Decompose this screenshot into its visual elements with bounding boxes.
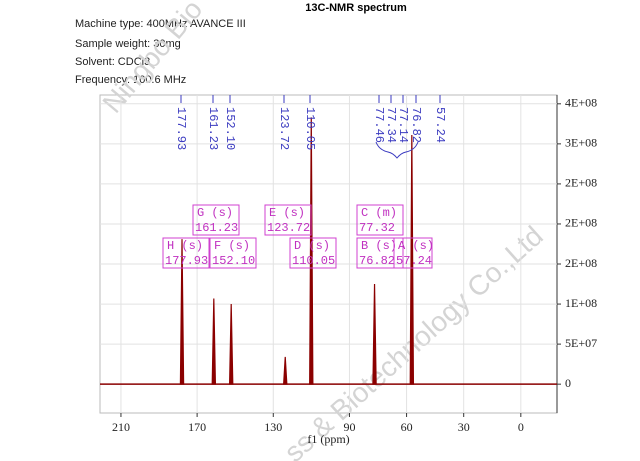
peak	[179, 239, 185, 385]
y-tick-label: 2E+08	[565, 176, 597, 190]
shift-label: 152.10	[223, 107, 237, 150]
info-line: Machine type: 400MHz AVANCE III	[75, 18, 246, 30]
multiplet-shift: 123.72	[267, 221, 310, 235]
multiplet-box	[192, 204, 240, 236]
multiplet-box	[356, 237, 404, 269]
multiplet-label: B (s)	[361, 239, 397, 253]
peak	[228, 304, 234, 385]
info-line: Solvent: CDCl3	[75, 56, 150, 68]
shift-label: 77.46	[372, 107, 386, 143]
x-tick-label: 130	[264, 420, 282, 434]
peak	[283, 356, 288, 385]
shift-label: 123.72	[277, 107, 291, 150]
multiplet-box	[209, 237, 257, 269]
multiplet-label: A (s)	[398, 239, 434, 253]
shift-label: 177.93	[174, 107, 188, 150]
multiplet-shift: 77.32	[359, 221, 395, 235]
shift-label: 110.05	[303, 107, 317, 150]
x-tick-label: 170	[188, 420, 206, 434]
y-tick-label: 5E+07	[565, 336, 597, 350]
multiplet-label: E (s)	[269, 206, 305, 220]
chart-title: 13C-NMR spectrum	[305, 2, 407, 14]
multiplet-shift: 161.23	[195, 221, 238, 235]
shift-label: 161.23	[206, 107, 220, 150]
x-tick-label: 0	[518, 420, 524, 434]
y-tick-label: 4E+08	[565, 96, 597, 110]
multiplet-label: H (s)	[167, 239, 203, 253]
multiplet-label: C (m)	[361, 206, 397, 220]
y-tick-label: 1E+08	[565, 296, 597, 310]
peak	[309, 117, 314, 385]
y-tick-label: 2E+08	[565, 216, 597, 230]
shift-brace	[375, 141, 419, 159]
y-tick-label: 0	[565, 376, 571, 390]
multiplet-shift: 177.93	[165, 254, 208, 268]
shift-label: 76.82	[409, 107, 423, 143]
peak	[409, 135, 415, 385]
y-tick-label: 3E+08	[565, 136, 597, 150]
x-tick-label: 210	[112, 420, 130, 434]
multiplet-shift: 152.10	[212, 254, 255, 268]
multiplet-shift: 110.05	[292, 254, 335, 268]
multiplet-shift: 76.82	[359, 254, 395, 268]
multiplet-box	[356, 204, 404, 236]
multiplet-box	[264, 204, 312, 236]
peak	[372, 284, 377, 385]
peak	[211, 298, 217, 385]
multiplet-box	[289, 237, 337, 269]
x-tick-label: 60	[401, 420, 413, 434]
x-tick-label: 90	[343, 420, 355, 434]
multiplet-label: D (s)	[294, 239, 330, 253]
multiplet-label: G (s)	[197, 206, 233, 220]
x-tick-label: 30	[458, 420, 470, 434]
shift-label: 57.24	[433, 107, 447, 143]
x-axis-label: f1 (ppm)	[307, 432, 349, 446]
multiplet-box	[393, 237, 433, 269]
y-tick-label: 2E+08	[565, 256, 597, 270]
shift-label: 77.14	[396, 107, 410, 143]
multiplet-box	[162, 237, 210, 269]
shift-label: 77.34	[384, 107, 398, 143]
info-line: Frequency: 100.6 MHz	[75, 74, 186, 86]
multiplet-shift: 57.24	[396, 254, 432, 268]
info-line: Sample weight: 30mg	[75, 38, 181, 50]
multiplet-label: F (s)	[214, 239, 250, 253]
